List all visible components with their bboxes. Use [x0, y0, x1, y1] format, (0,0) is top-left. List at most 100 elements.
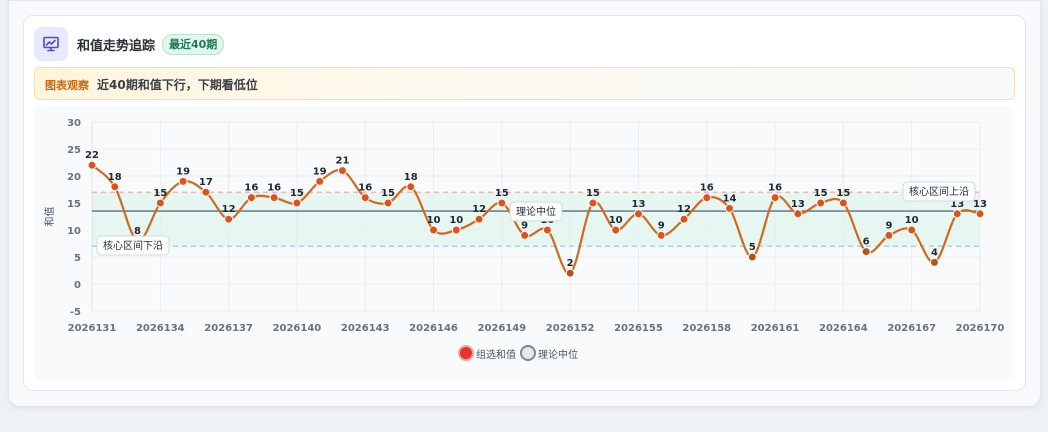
data-label: 15 [290, 188, 304, 199]
data-point [702, 193, 712, 203]
x-tick-label: 2026158 [682, 323, 731, 334]
x-tick-label: 2026149 [477, 323, 526, 334]
y-tick-label: 20 [67, 172, 81, 183]
data-label: 6 [863, 237, 870, 248]
data-point [269, 193, 279, 203]
legend-item-selected-sum[interactable]: 组选和值 [458, 345, 516, 361]
page-title: 和值走势追踪 [77, 39, 156, 54]
y-tick-label: 10 [67, 226, 81, 237]
legend-swatch-theoretical-median [520, 345, 536, 361]
data-point [497, 198, 507, 208]
data-point [588, 198, 598, 208]
data-point [87, 160, 97, 170]
data-label: 9 [521, 220, 528, 231]
data-label: 12 [222, 204, 236, 215]
data-label: 9 [885, 220, 892, 231]
data-point [246, 193, 256, 203]
data-point [793, 209, 803, 219]
ref-label-median-box [509, 201, 563, 222]
data-label: 12 [472, 204, 486, 215]
data-label: 18 [404, 172, 418, 183]
data-label: 5 [749, 242, 756, 253]
ref-label-lower: 核心区间下沿 [103, 239, 163, 252]
data-point [656, 230, 666, 240]
x-tick-label: 2026167 [887, 323, 936, 334]
data-point [406, 182, 416, 192]
period-badge[interactable]: 最近40期 [162, 34, 225, 55]
data-point [110, 182, 120, 192]
data-label: 18 [108, 172, 122, 183]
data-label: 15 [495, 188, 509, 199]
chart-trend-icon [34, 27, 68, 61]
x-tick-label: 2026140 [273, 323, 322, 334]
data-point [451, 225, 461, 235]
data-point [838, 198, 848, 208]
data-label: 15 [836, 188, 850, 199]
data-label: 4 [931, 247, 938, 258]
ref-label-lower-box [96, 235, 170, 256]
y-tick-label: 5 [74, 253, 81, 264]
data-label: 13 [973, 199, 987, 210]
data-label: 10 [905, 215, 919, 226]
data-label: 19 [313, 166, 327, 177]
data-point [337, 166, 347, 176]
series-line-selected-sum [91, 164, 981, 275]
data-label: 9 [658, 220, 665, 231]
data-point [952, 209, 962, 219]
data-point [611, 225, 621, 235]
data-point [360, 193, 370, 203]
data-point [861, 247, 871, 257]
x-tick-label: 2026134 [136, 323, 185, 334]
data-label: 10 [427, 215, 441, 226]
y-tick-label: 0 [74, 280, 81, 291]
data-point [474, 214, 484, 224]
data-point [975, 209, 985, 219]
data-label: 10 [609, 215, 623, 226]
data-label: 2 [567, 258, 574, 269]
y-tick-label: 25 [67, 145, 81, 156]
x-tick-label: 2026137 [204, 323, 253, 334]
x-tick-label: 2026155 [614, 323, 663, 334]
data-point [565, 268, 575, 278]
ref-label-median: 理论中位 [516, 205, 556, 218]
data-label: 15 [381, 188, 395, 199]
data-label: 17 [199, 177, 213, 188]
data-point [929, 257, 939, 267]
x-tick-label: 2026152 [546, 323, 595, 334]
observation-banner: 图表观察 近40期和值下行，下期看低位 [34, 67, 1015, 100]
data-point [178, 176, 188, 186]
data-point [679, 214, 689, 224]
data-point [725, 203, 735, 213]
data-point [884, 230, 894, 240]
data-label: 16 [700, 183, 714, 194]
data-label: 13 [632, 199, 646, 210]
y-axis-label: 和值 [43, 207, 56, 227]
observation-label: 图表观察 [45, 79, 89, 92]
data-label: 10 [449, 215, 463, 226]
x-tick-label: 2026161 [751, 323, 800, 334]
data-label: 19 [176, 166, 190, 177]
ref-label-upper-box [902, 181, 976, 202]
x-tick-label: 2026146 [409, 323, 458, 334]
data-label: 16 [358, 183, 372, 194]
data-point [542, 225, 552, 235]
data-label: 15 [586, 188, 600, 199]
observation-text: 近40期和值下行，下期看低位 [97, 78, 258, 92]
legend-swatch-selected-sum [458, 345, 474, 361]
data-point [633, 209, 643, 219]
data-label: 8 [134, 226, 141, 237]
data-label: 16 [244, 183, 258, 194]
data-label: 22 [85, 150, 99, 161]
data-point [201, 187, 211, 197]
x-tick-label: 2026170 [956, 323, 1005, 334]
x-tick-label: 2026164 [819, 323, 868, 334]
legend-item-theoretical-median[interactable]: 理论中位 [520, 345, 578, 361]
y-tick-label: 15 [67, 199, 81, 210]
legend-label-theoretical-median: 理论中位 [538, 349, 578, 361]
data-point [429, 225, 439, 235]
data-label: 16 [267, 183, 281, 194]
data-label: 15 [153, 188, 167, 199]
data-point [520, 230, 530, 240]
data-point [816, 198, 826, 208]
x-tick-label: 2026131 [68, 323, 117, 334]
